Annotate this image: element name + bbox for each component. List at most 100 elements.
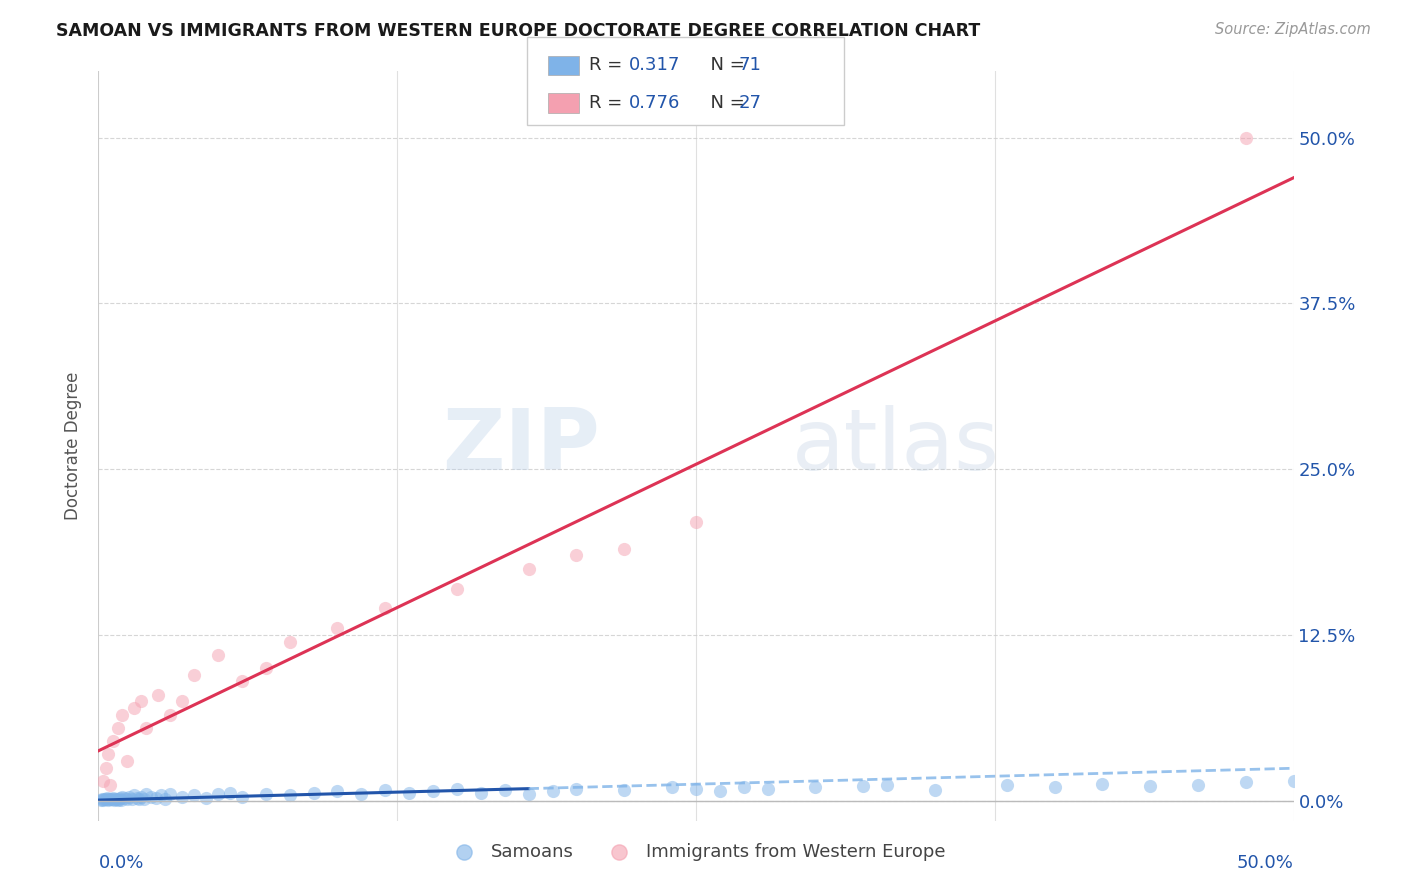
Point: [278, 634, 301, 648]
Point: [804, 780, 827, 795]
Point: [302, 786, 325, 800]
Point: [101, 791, 124, 805]
Point: [852, 779, 875, 793]
Point: [124, 789, 146, 803]
Text: N =: N =: [699, 56, 751, 74]
Point: [139, 789, 162, 804]
Point: [172, 694, 194, 708]
Point: [104, 792, 127, 806]
Point: [613, 783, 636, 797]
Point: [1234, 130, 1257, 145]
Point: [96, 791, 118, 805]
Point: [733, 780, 755, 795]
Point: [219, 786, 242, 800]
Point: [1187, 778, 1209, 792]
Point: [231, 789, 253, 804]
Point: [565, 549, 588, 563]
Point: [1139, 779, 1161, 793]
Point: [107, 721, 129, 735]
Point: [149, 789, 172, 803]
Point: [105, 791, 128, 805]
Point: [132, 792, 155, 806]
Point: [565, 781, 588, 796]
Point: [114, 791, 136, 805]
Text: 0.317: 0.317: [628, 56, 681, 74]
Point: [195, 791, 218, 805]
Text: ZIP: ZIP: [443, 404, 600, 488]
Point: [94, 792, 117, 806]
Point: [91, 793, 114, 807]
Point: [111, 789, 134, 804]
Point: [135, 787, 157, 801]
Point: [876, 778, 898, 792]
Point: [326, 621, 349, 635]
Point: [159, 707, 181, 722]
Point: [148, 688, 170, 702]
Point: [613, 541, 636, 556]
Point: [131, 694, 153, 708]
Point: [1091, 776, 1114, 790]
Text: 27: 27: [738, 95, 761, 112]
Point: [541, 784, 564, 798]
Point: [995, 778, 1018, 792]
Point: [124, 701, 146, 715]
Point: [145, 791, 167, 805]
Point: [115, 754, 138, 768]
Point: [91, 792, 114, 806]
Text: R =: R =: [589, 95, 628, 112]
Point: [1282, 773, 1305, 788]
Point: [101, 734, 124, 748]
Point: [103, 793, 125, 807]
Point: [183, 667, 205, 681]
Point: [110, 793, 132, 807]
Point: [183, 789, 205, 803]
Point: [685, 515, 707, 529]
Text: SAMOAN VS IMMIGRANTS FROM WESTERN EUROPE DOCTORATE DEGREE CORRELATION CHART: SAMOAN VS IMMIGRANTS FROM WESTERN EUROPE…: [56, 22, 980, 40]
Point: [121, 792, 143, 806]
Point: [231, 674, 253, 689]
Point: [374, 601, 396, 615]
Point: [1043, 780, 1066, 795]
Point: [172, 789, 194, 804]
Text: N =: N =: [699, 95, 751, 112]
Point: [97, 793, 120, 807]
Point: [94, 761, 117, 775]
Point: [98, 791, 122, 805]
Point: [108, 791, 131, 805]
Y-axis label: Doctorate Degree: Doctorate Degree: [65, 372, 83, 520]
Legend: Samoans, Immigrants from Western Europe: Samoans, Immigrants from Western Europe: [439, 836, 953, 868]
Point: [118, 790, 141, 805]
Point: [1234, 775, 1257, 789]
Text: Source: ZipAtlas.com: Source: ZipAtlas.com: [1215, 22, 1371, 37]
Point: [494, 783, 516, 797]
Text: 0.0%: 0.0%: [98, 855, 143, 872]
Point: [709, 784, 731, 798]
Point: [97, 747, 120, 762]
Point: [207, 787, 229, 801]
Point: [517, 787, 540, 801]
Point: [254, 661, 277, 675]
Point: [398, 786, 420, 800]
Point: [661, 780, 683, 795]
Text: 50.0%: 50.0%: [1237, 855, 1294, 872]
Point: [207, 648, 229, 662]
Point: [98, 792, 121, 806]
Point: [91, 773, 114, 788]
Point: [422, 784, 444, 798]
Point: [278, 789, 301, 803]
Point: [128, 791, 150, 805]
Point: [446, 582, 468, 596]
Point: [93, 791, 115, 805]
Point: [326, 784, 349, 798]
Point: [115, 791, 138, 805]
Point: [100, 792, 122, 806]
Point: [470, 786, 492, 800]
Text: 71: 71: [738, 56, 761, 74]
Point: [350, 787, 373, 801]
Text: R =: R =: [589, 56, 628, 74]
Point: [756, 781, 779, 796]
Point: [374, 783, 396, 797]
Point: [111, 707, 134, 722]
Point: [254, 787, 277, 801]
Point: [159, 787, 181, 801]
